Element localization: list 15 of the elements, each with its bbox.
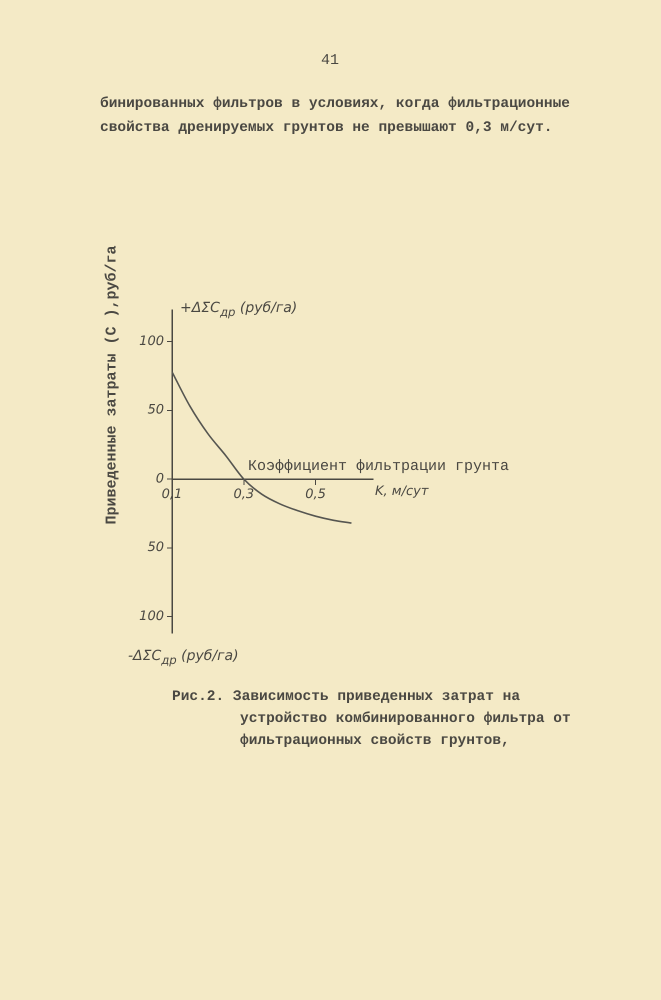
y-tick-label: 100 [139,334,164,349]
y-tick-label: 50 [147,402,164,418]
annotation: Коэффициент фильтрации грунта [248,458,510,475]
y-tick-label: 50 [147,540,164,556]
x-tick-label: 0,3 [233,487,254,502]
y-tick-label: 100 [139,608,164,624]
text: 41 [320,52,340,69]
text: Рис.2. Зависимость приведенных затрат на устройство комбинированного фильтра от фильтрационных свойств грунтов, [172,688,572,751]
text: -ΔΣС$_{др}$ (руб/га) [128,648,239,667]
text: бинированных фильтров в условиях, когда фильтрационные свойства дренируемых грунтов не превышают 0,3 м/сут. [100,95,570,138]
x-tick-label: 0,5 [305,487,326,502]
y-tick-label: 0 [156,471,164,486]
x-axis-title: K, м/сут [375,484,429,499]
y-axis-title: Приведенные затраты (С ),руб/га [104,245,120,525]
annotation: +ΔΣС$_{др}$ (руб/га) [180,300,298,319]
